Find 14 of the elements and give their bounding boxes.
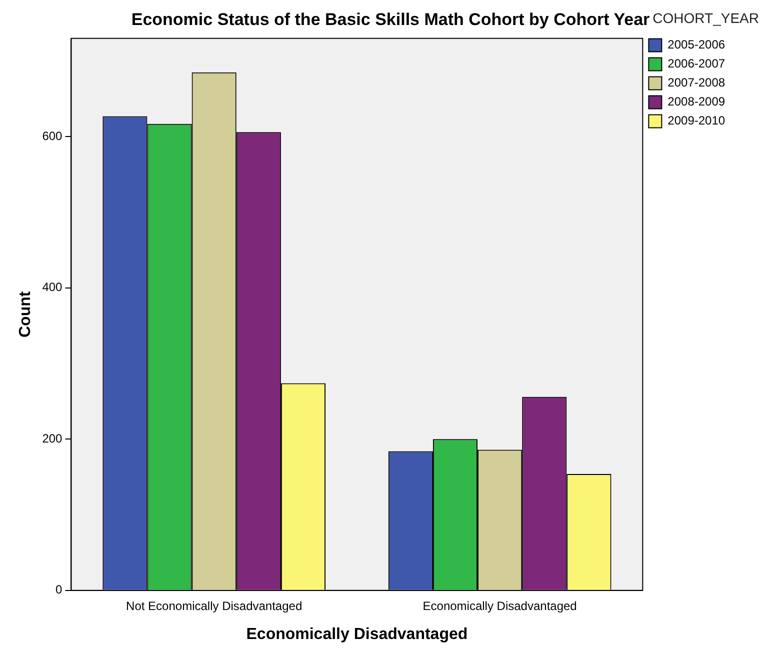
y-axis-title: Count <box>17 290 34 338</box>
y-tick-label: 400 <box>42 280 63 294</box>
x-axis-title: Economically Disadvantaged <box>246 626 468 643</box>
legend-label: 2006-2007 <box>668 56 726 71</box>
legend-label: 2005-2006 <box>668 38 726 52</box>
chart-title: Economic Status of the Basic Skills Math Cohort by Cohort Year <box>131 10 650 29</box>
legend-label: 2009-2010 <box>668 114 726 128</box>
legend-title: COHORT_YEAR <box>652 10 760 26</box>
y-tick-label: 200 <box>42 431 63 446</box>
y-tick-label: 0 <box>56 582 63 597</box>
legend-label: 2008-2009 <box>668 94 726 109</box>
x-tick-label: Not Economically Disadvantaged <box>126 598 302 613</box>
y-tick-label: 600 <box>42 129 63 144</box>
legend-label: 2007-2008 <box>668 76 726 90</box>
